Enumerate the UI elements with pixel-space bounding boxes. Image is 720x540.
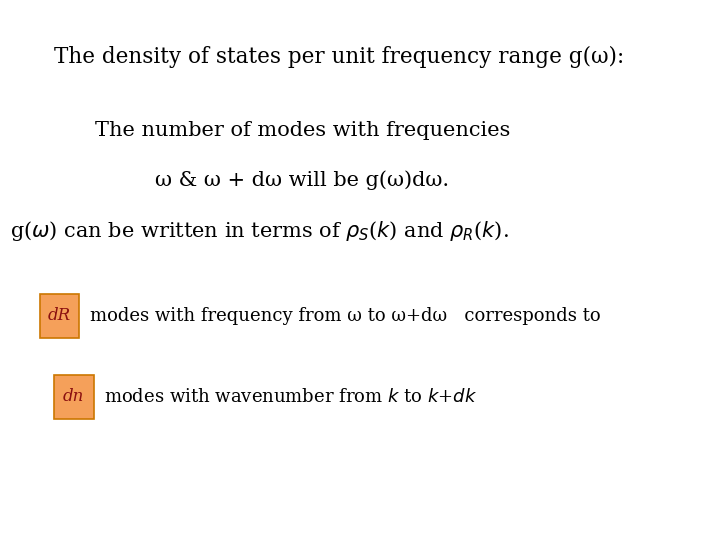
Text: The number of modes with frequencies: The number of modes with frequencies [95,122,510,140]
Text: modes with wavenumber from $k$ to $k$+$dk$: modes with wavenumber from $k$ to $k$+$d… [104,388,477,406]
Text: dn: dn [63,388,84,406]
Text: modes with frequency from ω to ω+dω   corresponds to: modes with frequency from ω to ω+dω corr… [90,307,600,325]
Text: dR: dR [48,307,71,325]
Text: g($\omega$) can be written in terms of $\rho_S$($k$) and $\rho_R$($k$).: g($\omega$) can be written in terms of $… [10,219,508,242]
FancyBboxPatch shape [40,294,79,338]
FancyBboxPatch shape [54,375,94,418]
Text: ω & ω + dω will be g(ω)dω.: ω & ω + dω will be g(ω)dω. [156,170,449,190]
Text: The density of states per unit frequency range g(ω):: The density of states per unit frequency… [54,46,624,68]
